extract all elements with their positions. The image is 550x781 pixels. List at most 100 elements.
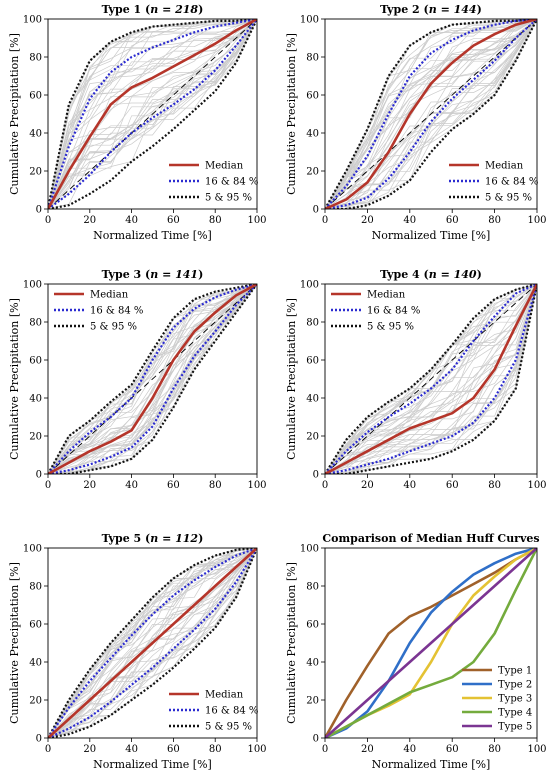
member-curve bbox=[325, 19, 537, 209]
y-tick-label: 0 bbox=[313, 470, 319, 481]
member-curve bbox=[325, 19, 537, 209]
y-tick-label: 100 bbox=[23, 15, 42, 26]
y-axis-label: Cumulative Precipitation [%] bbox=[8, 562, 21, 724]
x-tick-label: 80 bbox=[488, 215, 501, 226]
legend: Median 16 & 84 % 5 & 95 % bbox=[169, 690, 258, 733]
plot-area bbox=[48, 284, 257, 474]
x-tick-label: 80 bbox=[488, 480, 501, 491]
member-curve bbox=[325, 284, 537, 474]
x-tick-label: 100 bbox=[527, 744, 546, 755]
member-curve bbox=[325, 19, 537, 209]
x-tick-label: 40 bbox=[125, 744, 138, 755]
series-line-16-84- bbox=[325, 19, 537, 209]
member-curve bbox=[48, 284, 257, 474]
chart-title: Type 1 (n = 218) bbox=[102, 3, 204, 16]
plot-frame bbox=[324, 547, 538, 739]
series-line-5-95- bbox=[48, 284, 257, 474]
legend-label: Type 5 bbox=[498, 722, 532, 733]
y-tick-label: 20 bbox=[29, 167, 42, 178]
legend: Median 16 & 84 % 5 & 95 % bbox=[169, 161, 258, 204]
member-curve bbox=[48, 548, 257, 738]
legend: Median 16 & 84 % 5 & 95 % bbox=[54, 290, 143, 333]
member-curve bbox=[48, 19, 257, 209]
plot-area bbox=[325, 284, 537, 474]
x-tick-label: 100 bbox=[247, 215, 266, 226]
member-curve bbox=[48, 19, 257, 209]
reference-diagonal bbox=[48, 19, 257, 209]
legend: Median 16 & 84 % 5 & 95 % bbox=[449, 161, 538, 204]
sample-count: n = 218 bbox=[150, 3, 198, 16]
x-tick-label: 60 bbox=[167, 480, 180, 491]
x-tick-label: 20 bbox=[361, 215, 374, 226]
member-curve bbox=[325, 284, 537, 474]
member-curve bbox=[325, 284, 537, 474]
y-tick-label: 60 bbox=[29, 356, 42, 367]
y-axis-label: Cumulative Precipitation [%] bbox=[8, 33, 21, 195]
sample-count: n = 141 bbox=[150, 268, 198, 281]
member-curve bbox=[48, 19, 257, 209]
x-tick-label: 20 bbox=[361, 480, 374, 491]
y-axis-label: Cumulative Precipitation [%] bbox=[285, 298, 298, 460]
series-line-type-4 bbox=[325, 548, 537, 738]
y-tick-label: 20 bbox=[29, 432, 42, 443]
series-line-16-84- bbox=[48, 548, 257, 738]
member-curve bbox=[48, 548, 257, 738]
y-tick-label: 40 bbox=[306, 129, 319, 140]
y-tick-label: 100 bbox=[300, 15, 319, 26]
x-tick-label: 80 bbox=[488, 744, 501, 755]
y-tick-label: 100 bbox=[23, 544, 42, 555]
legend-label: 5 & 95 % bbox=[205, 193, 252, 204]
series-line-type-5 bbox=[325, 548, 537, 738]
x-tick-label: 80 bbox=[209, 215, 222, 226]
member-curve bbox=[48, 19, 257, 209]
member-curve bbox=[325, 19, 537, 209]
x-tick-label: 0 bbox=[45, 480, 51, 491]
member-curve bbox=[48, 284, 257, 474]
member-curve bbox=[48, 548, 257, 738]
member-curve bbox=[325, 284, 537, 474]
x-tick-label: 20 bbox=[83, 215, 96, 226]
x-tick-label: 60 bbox=[446, 215, 459, 226]
y-tick-label: 80 bbox=[306, 318, 319, 329]
legend-label: Median bbox=[205, 690, 244, 701]
x-tick-label: 0 bbox=[45, 215, 51, 226]
sample-count: n = 112 bbox=[150, 532, 198, 545]
y-axis-label: Cumulative Precipitation [%] bbox=[285, 33, 298, 195]
plot-area bbox=[48, 548, 257, 738]
x-tick-label: 0 bbox=[322, 480, 328, 491]
chart-panel-5: 0 20 40 60 80 100 0 20 40 60 80 100 Normalized Time … bbox=[8, 532, 267, 771]
y-tick-label: 0 bbox=[36, 470, 42, 481]
member-curve bbox=[325, 19, 537, 209]
y-tick-label: 80 bbox=[29, 53, 42, 64]
plot-frame bbox=[324, 283, 538, 475]
member-curve bbox=[48, 19, 257, 209]
y-tick-label: 40 bbox=[306, 394, 319, 405]
reference-diagonal bbox=[325, 19, 537, 209]
title-paren: ) bbox=[477, 268, 482, 281]
series-line-16-84- bbox=[325, 284, 537, 474]
legend: Type 1 Type 2 Type 3 Type 4 Type 5 bbox=[462, 666, 532, 733]
x-tick-label: 40 bbox=[125, 215, 138, 226]
chart-title: Comparison of Median Huff Curves bbox=[322, 532, 539, 545]
legend-label: 16 & 84 % bbox=[367, 306, 420, 317]
member-curve bbox=[325, 284, 537, 474]
y-tick-label: 80 bbox=[306, 582, 319, 593]
y-axis-label: Cumulative Precipitation [%] bbox=[285, 562, 298, 724]
series-line-median bbox=[325, 19, 537, 209]
member-curve bbox=[48, 284, 257, 474]
member-curve bbox=[325, 19, 537, 209]
x-tick-label: 40 bbox=[125, 480, 138, 491]
y-tick-label: 20 bbox=[306, 432, 319, 443]
x-tick-label: 60 bbox=[446, 480, 459, 491]
member-curve bbox=[48, 548, 257, 738]
plot-frame bbox=[47, 18, 258, 210]
series-line-type-2 bbox=[325, 548, 537, 738]
member-curve bbox=[325, 284, 537, 474]
member-curve bbox=[48, 284, 257, 474]
member-curve bbox=[325, 284, 537, 474]
legend-label: 16 & 84 % bbox=[90, 306, 143, 317]
member-curve bbox=[48, 548, 257, 738]
y-tick-label: 60 bbox=[306, 91, 319, 102]
